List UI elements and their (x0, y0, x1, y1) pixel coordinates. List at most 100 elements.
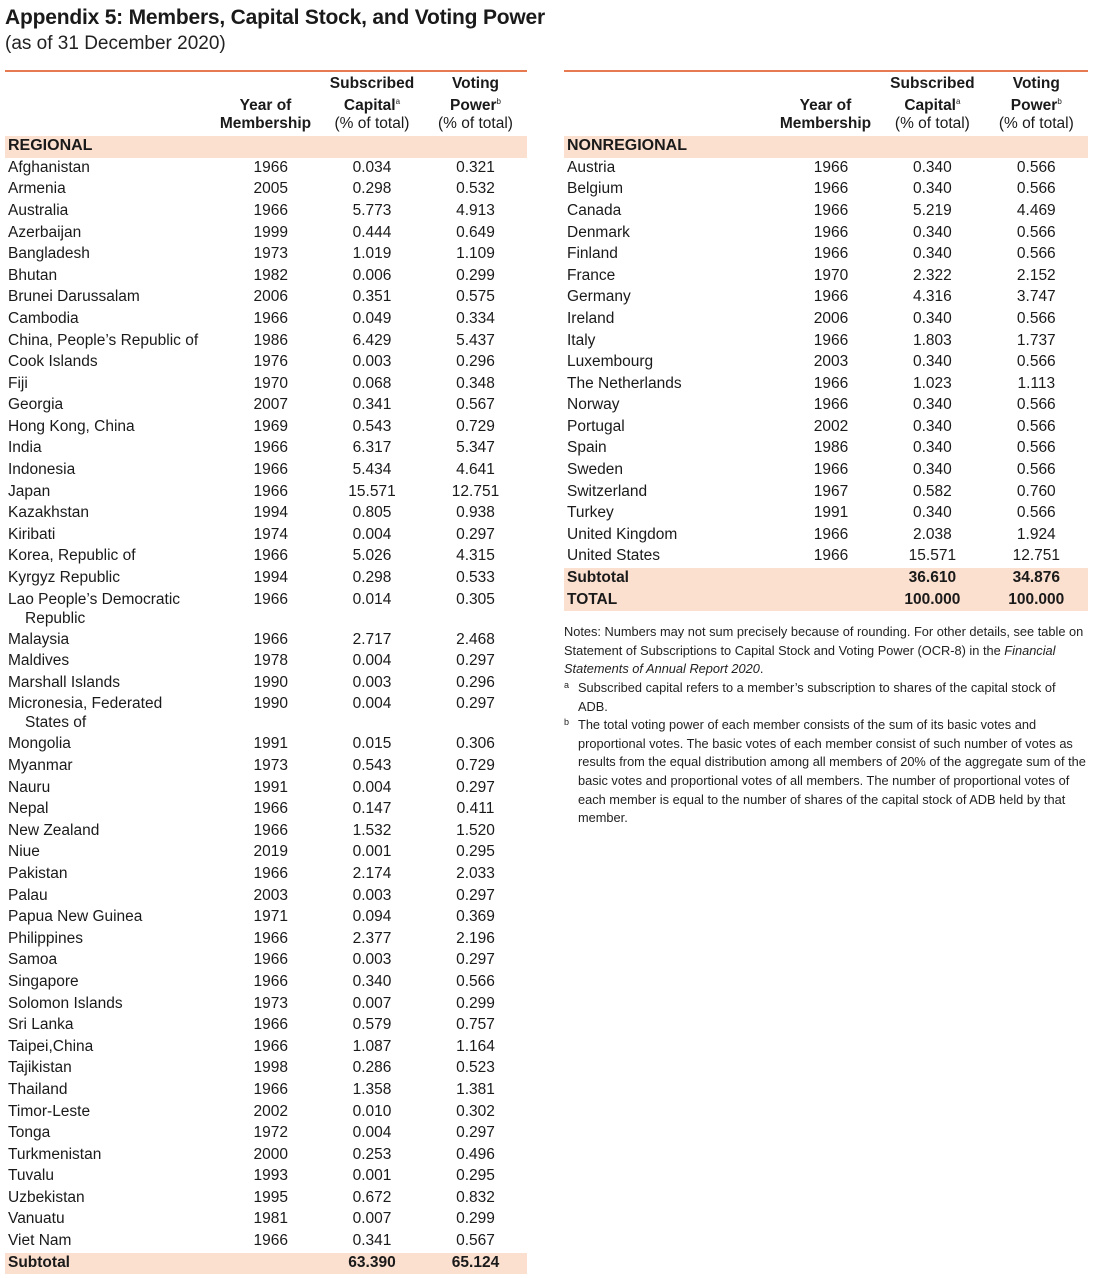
subtotal-voting-power: 34.876 (984, 568, 1088, 590)
member-name-line: Turkey (567, 504, 614, 522)
table-row: Brunei Darussalam 2006 0.351 0.575 (5, 287, 527, 309)
member-name-line: Hong Kong, China (8, 417, 135, 435)
subscribed-capital: 0.094 (352, 908, 392, 926)
member-name: India (5, 438, 211, 460)
voting-power: 0.566 (1016, 461, 1056, 479)
member-name-line: Bangladesh (8, 245, 90, 263)
membership-year: 1966 (253, 158, 288, 176)
member-name: Vanuatu (5, 1209, 211, 1231)
section-header-row: NONREGIONAL (564, 136, 1088, 158)
member-name: Sri Lanka (5, 1015, 211, 1037)
voting-power: 12.751 (1012, 547, 1060, 565)
voting-power: 0.566 (1016, 309, 1056, 327)
member-name-line: Thailand (8, 1080, 68, 1098)
subscribed-capital: 0.340 (912, 245, 952, 263)
member-name: Mongolia (5, 734, 211, 756)
member-name: Korea, Republic of (5, 546, 211, 568)
member-name-line: Denmark (567, 223, 630, 241)
member-name: Cambodia (5, 309, 211, 331)
member-name: Bangladesh (5, 244, 211, 266)
member-name: Azerbaijan (5, 223, 211, 245)
table-row: Taipei,China 1966 1.087 1.164 (5, 1037, 527, 1059)
member-name: Indonesia (5, 460, 211, 482)
voting-power: 2.468 (456, 630, 495, 648)
member-name-line: Germany (567, 288, 631, 306)
member-name: The Netherlands (564, 374, 771, 396)
membership-year: 1966 (253, 439, 288, 457)
member-name: Papua New Guinea (5, 907, 211, 929)
member-name-line: Lao People’s Democratic (8, 590, 181, 608)
membership-year: 1973 (253, 245, 288, 263)
member-name: Timor-Leste (5, 1102, 211, 1124)
table-row: Australia 1966 5.773 4.913 (5, 201, 527, 223)
voting-power: 2.152 (1016, 266, 1056, 284)
membership-year: 1986 (253, 331, 288, 349)
member-name-line: Italy (567, 331, 596, 349)
member-name: Spain (564, 438, 771, 460)
table-row: Vanuatu 1981 0.007 0.299 (5, 1209, 527, 1231)
subscribed-capital: 0.444 (352, 223, 392, 241)
membership-year: 1990 (253, 673, 288, 691)
membership-year: 2000 (253, 1145, 288, 1163)
member-name-line: Finland (567, 245, 618, 263)
subtotal-subscribed-capital: 36.610 (880, 568, 985, 590)
table-header-row: Year of Membership Subscribed Capitala (… (564, 72, 1088, 136)
member-name-line: Marshall Islands (8, 673, 120, 691)
subscribed-capital: 0.006 (352, 266, 392, 284)
voting-power: 0.297 (456, 652, 495, 670)
member-name-line: Kazakhstan (8, 504, 89, 522)
voting-power: 0.533 (456, 569, 495, 587)
member-name: France (564, 266, 771, 288)
subscribed-capital: 6.429 (352, 331, 392, 349)
table-row: Portugal 2002 0.340 0.566 (564, 417, 1088, 439)
table-row: Maldives 1978 0.004 0.297 (5, 651, 527, 673)
voting-power: 0.567 (456, 1232, 495, 1250)
voting-power: 0.297 (456, 778, 495, 796)
subtotal-year-cell (770, 568, 881, 590)
member-name: Viet Nam (5, 1231, 211, 1253)
member-name-line: Pakistan (8, 864, 68, 882)
voting-power: 1.164 (456, 1037, 495, 1055)
voting-power: 0.411 (456, 800, 495, 818)
member-name-line: Austria (567, 158, 616, 176)
table-row: Nepal 1966 0.147 0.411 (5, 799, 527, 821)
subscribed-capital: 0.582 (912, 482, 952, 500)
voting-power: 0.649 (456, 223, 495, 241)
member-name: Tuvalu (5, 1166, 211, 1188)
voting-power: 1.109 (456, 245, 495, 263)
table-row: Tuvalu 1993 0.001 0.295 (5, 1166, 527, 1188)
subscribed-capital: 0.010 (352, 1102, 392, 1120)
member-name-line: Switzerland (567, 482, 648, 500)
subscribed-capital: 0.003 (352, 353, 392, 371)
table-row: Canada 1966 5.219 4.469 (564, 201, 1088, 223)
table-row: Bangladesh 1973 1.019 1.109 (5, 244, 527, 266)
nonregional-panel: Year of Membership Subscribed Capitala (… (564, 70, 1088, 828)
member-name: Malaysia (5, 630, 211, 652)
table-row: Singapore 1966 0.340 0.566 (5, 972, 527, 994)
member-name-line: Canada (567, 201, 622, 219)
membership-year: 1966 (253, 309, 288, 327)
member-name: Georgia (5, 395, 211, 417)
member-name: Germany (564, 287, 771, 309)
member-name: Tajikistan (5, 1058, 211, 1080)
year-header: Year of Membership (219, 97, 312, 133)
member-name-line: Norway (567, 396, 620, 414)
voting-power: 0.299 (456, 994, 495, 1012)
subscribed-capital: 0.003 (352, 886, 392, 904)
member-name-line: Azerbaijan (8, 223, 82, 241)
table-row: Hong Kong, China 1969 0.543 0.729 (5, 417, 527, 439)
voting-power: 0.566 (1016, 417, 1056, 435)
member-name: United States (564, 546, 771, 568)
membership-year: 1966 (813, 201, 849, 219)
member-name-line: Kiribati (8, 525, 56, 543)
voting-power: 0.566 (1016, 439, 1056, 457)
member-name: Armenia (5, 179, 211, 201)
member-name-line: Turkmenistan (8, 1145, 102, 1163)
subtotal-row: Subtotal 36.610 34.876 (564, 568, 1088, 590)
member-name-line: Indonesia (8, 461, 76, 479)
membership-year: 2006 (813, 309, 849, 327)
member-name: Japan (5, 482, 211, 504)
subscribed-capital: 0.340 (912, 396, 952, 414)
voting-power: 0.306 (456, 735, 495, 753)
table-row: Norway 1966 0.340 0.566 (564, 395, 1088, 417)
